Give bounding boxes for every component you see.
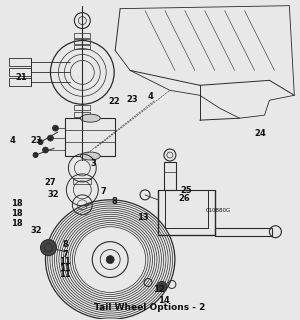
Bar (65, 118, 115, 156)
Circle shape (47, 135, 53, 141)
Text: 32: 32 (31, 226, 42, 235)
Circle shape (106, 256, 114, 264)
Text: 4: 4 (10, 136, 16, 145)
Text: 27: 27 (44, 179, 56, 188)
Text: 18: 18 (11, 198, 23, 207)
Bar (74, 105, 90, 110)
Text: 7: 7 (101, 188, 106, 196)
Text: 23: 23 (31, 136, 42, 145)
Circle shape (38, 140, 43, 145)
Circle shape (33, 153, 38, 157)
Text: 11: 11 (59, 264, 71, 273)
Text: 4: 4 (147, 92, 153, 101)
Bar (9, 78, 31, 86)
Bar (74, 178, 91, 184)
Text: Tail Wheel Options - 2: Tail Wheel Options - 2 (94, 303, 206, 312)
Bar (74, 33, 90, 37)
Circle shape (157, 282, 167, 292)
Text: 010880G: 010880G (206, 208, 231, 213)
Text: 11: 11 (59, 258, 71, 267)
Text: 25: 25 (180, 186, 192, 195)
Circle shape (52, 125, 59, 131)
Bar (9, 59, 31, 67)
Circle shape (40, 240, 56, 256)
Bar (74, 38, 90, 44)
Text: 24: 24 (255, 129, 266, 138)
Text: 26: 26 (178, 194, 190, 203)
Text: 8: 8 (62, 240, 68, 249)
Bar (74, 112, 90, 117)
Ellipse shape (80, 114, 100, 122)
Text: 32: 32 (47, 190, 59, 199)
Text: 18: 18 (11, 209, 23, 218)
Text: 18: 18 (11, 219, 23, 228)
Text: 8: 8 (111, 197, 117, 206)
Bar (74, 44, 90, 50)
Text: 7: 7 (62, 250, 68, 259)
Ellipse shape (80, 152, 100, 160)
Text: 22: 22 (108, 97, 120, 106)
Text: 3: 3 (90, 159, 96, 168)
Circle shape (43, 147, 49, 153)
Bar (9, 68, 31, 76)
Bar (164, 162, 176, 190)
Text: 11: 11 (59, 270, 71, 279)
Text: 21: 21 (15, 73, 27, 82)
Text: 13: 13 (137, 213, 148, 222)
Text: 23: 23 (126, 95, 138, 104)
Text: 12: 12 (153, 284, 165, 293)
Bar (215, 228, 272, 236)
Text: 14: 14 (158, 296, 169, 305)
